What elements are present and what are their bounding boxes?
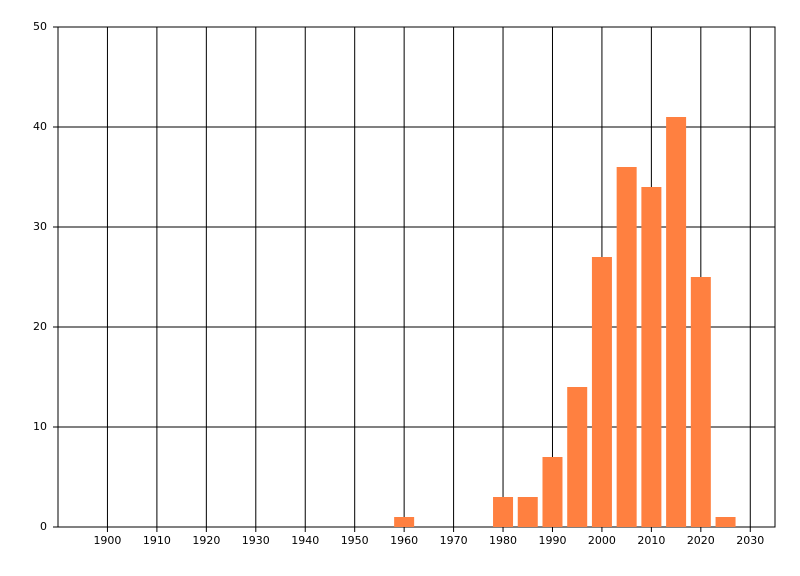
y-tick-label: 10 <box>33 420 47 433</box>
bar <box>666 117 687 527</box>
x-tick-label: 1910 <box>143 534 171 547</box>
bar <box>715 517 736 527</box>
x-tick-label: 2010 <box>637 534 665 547</box>
x-tick-label: 1920 <box>192 534 220 547</box>
bar <box>517 497 538 527</box>
x-tick-label: 2000 <box>588 534 616 547</box>
x-tick-label: 1980 <box>489 534 517 547</box>
y-tick-label: 20 <box>33 320 47 333</box>
bar <box>591 257 612 527</box>
y-tick-label: 0 <box>40 520 47 533</box>
y-tick-label: 40 <box>33 120 47 133</box>
y-tick-label: 50 <box>33 20 47 33</box>
x-tick-label: 1960 <box>390 534 418 547</box>
x-tick-label: 1930 <box>242 534 270 547</box>
x-tick-label: 1900 <box>93 534 121 547</box>
bar <box>690 277 711 527</box>
bar <box>641 187 662 527</box>
y-tick-label: 30 <box>33 220 47 233</box>
x-tick-label: 2030 <box>736 534 764 547</box>
bar <box>493 497 514 527</box>
x-tick-label: 1940 <box>291 534 319 547</box>
x-tick-label: 1970 <box>440 534 468 547</box>
bar <box>616 167 637 527</box>
bar <box>567 387 588 527</box>
x-tick-label: 1950 <box>341 534 369 547</box>
bar <box>542 457 563 527</box>
x-tick-label: 1990 <box>538 534 566 547</box>
x-tick-label: 2020 <box>687 534 715 547</box>
bar <box>394 517 415 527</box>
